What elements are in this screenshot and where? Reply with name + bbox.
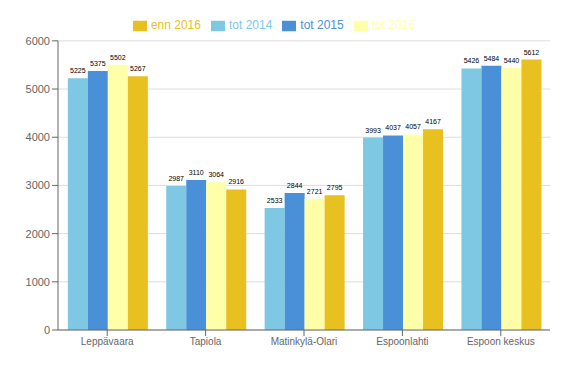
svg-text:4000: 4000: [26, 131, 50, 143]
svg-text:5440: 5440: [504, 57, 520, 64]
svg-text:5426: 5426: [464, 57, 480, 64]
html-text:tot 2015: tot 2015: [300, 18, 344, 32]
svg-text:2533: 2533: [267, 197, 283, 204]
svg-text:5000: 5000: [26, 83, 50, 95]
svg-text:5502: 5502: [110, 54, 126, 61]
svg-text:2795: 2795: [327, 184, 343, 191]
svg-text:Matinkylä-Olari: Matinkylä-Olari: [271, 336, 338, 347]
svg-text:5225: 5225: [70, 67, 86, 74]
svg-text:1000: 1000: [26, 276, 50, 288]
html-text:tot 2016: tot 2016: [371, 18, 416, 32]
svg-text:2844: 2844: [287, 182, 303, 189]
svg-text:4057: 4057: [405, 123, 421, 130]
svg-text:3993: 3993: [365, 127, 381, 134]
svg-text:4167: 4167: [425, 118, 441, 125]
svg-text:Leppävaara: Leppävaara: [81, 336, 134, 347]
svg-text:3064: 3064: [208, 171, 224, 178]
svg-text:3000: 3000: [26, 179, 50, 191]
svg-text:5267: 5267: [130, 65, 146, 72]
svg-text:2721: 2721: [307, 188, 323, 195]
svg-text:2916: 2916: [228, 178, 244, 185]
svg-text:3110: 3110: [189, 169, 204, 176]
svg-text:0: 0: [44, 324, 50, 336]
svg-text:5612: 5612: [524, 49, 540, 56]
svg-text:2000: 2000: [26, 228, 50, 240]
svg-text:6000: 6000: [26, 35, 50, 47]
svg-text:2987: 2987: [168, 175, 184, 182]
html-text:enn 2016: enn 2016: [150, 18, 201, 32]
html-text:tot 2014: tot 2014: [229, 18, 273, 32]
svg-text:Espoon keskus: Espoon keskus: [467, 336, 535, 347]
svg-text:5375: 5375: [90, 60, 106, 67]
svg-text:Espoonlahti: Espoonlahti: [376, 336, 428, 347]
svg-text:5484: 5484: [484, 55, 500, 62]
svg-text:Tapiola: Tapiola: [190, 336, 222, 347]
svg-text:4037: 4037: [385, 124, 401, 131]
